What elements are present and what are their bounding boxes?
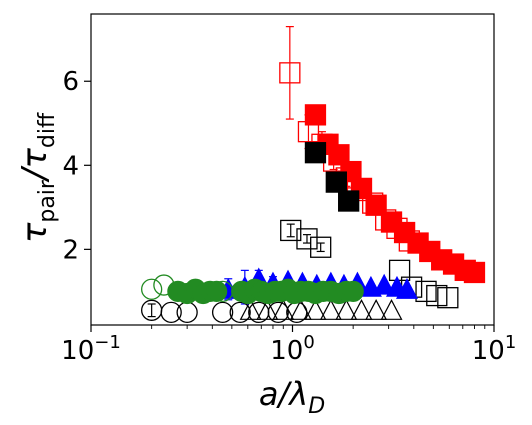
square-point [325,171,347,193]
triangle-point [350,299,373,320]
x-tick-label-base: 10 [270,336,303,366]
y-axis-label: τpair/τdiff [15,112,60,243]
triangle-point [256,299,279,320]
circle-point [205,280,228,303]
circle-point [211,301,234,324]
square-point [365,194,387,216]
x-tick-label: 100 [270,332,315,366]
square-point [279,62,301,84]
square-point [463,261,486,284]
series-2 [304,142,360,212]
series-8 [167,278,364,305]
data-layer [141,26,486,324]
circle-point [342,280,364,303]
square-point [338,190,360,212]
circle-point [267,301,289,324]
square-point [437,287,459,309]
triangle-point [373,273,396,295]
x-axis-label-main: a/λ [259,375,308,413]
triangle-point [380,299,403,320]
square-point [310,236,332,258]
square-point [426,284,448,307]
square-point [296,228,318,250]
y-axis-label-mid: /τ [15,148,55,183]
x-tick-label-base: 10 [61,336,94,366]
y-axis: 2 4 6 [62,67,91,265]
y-axis-label-sub2: diff [35,112,60,148]
x-tick-label-exponent: 1 [505,332,516,353]
square-point [415,280,437,303]
circle-point [141,278,163,300]
y-axis-label-sub1: pair [35,179,60,223]
triangle-point [365,299,388,320]
y-tick-label: 2 [62,235,79,265]
x-tick-label-exponent: −1 [94,332,121,353]
y-tick-label: 4 [62,151,79,181]
x-tick-label: 10−1 [61,332,121,366]
x-tick-label-exponent: 0 [303,332,314,353]
y-axis-label-main: τ [15,222,55,243]
square-point [388,259,411,282]
x-axis-label-sub: D [308,394,325,419]
x-axis: 10−1 100 101 [61,325,516,366]
square-point [280,219,302,242]
circle-point [176,301,198,324]
triangle-point [304,299,327,320]
x-tick-label-base: 10 [472,336,505,366]
triangle-point [395,277,418,299]
circle-point [160,301,182,324]
triangle-point [319,299,342,320]
circle-point [229,301,251,324]
x-tick-label: 101 [472,332,517,366]
y-tick-label: 6 [62,67,79,97]
square-point [304,104,327,126]
square-point [328,144,350,166]
triangle-point [335,299,358,320]
square-point [304,142,327,164]
series-1 [304,104,486,284]
x-axis-label: a/λD [259,375,325,419]
